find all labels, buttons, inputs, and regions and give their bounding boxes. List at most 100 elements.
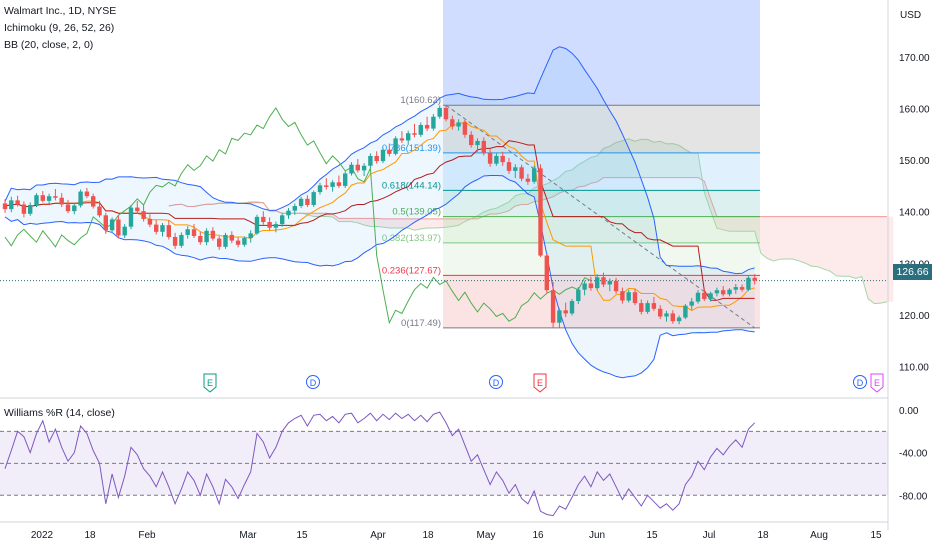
candle-body bbox=[47, 196, 51, 201]
candle-body bbox=[223, 235, 227, 247]
ichimoku-cloud-segment bbox=[774, 217, 780, 261]
current-price-label: 126.66 bbox=[893, 264, 932, 280]
candle-body bbox=[349, 165, 353, 174]
candle-body bbox=[753, 278, 757, 281]
candle-body bbox=[708, 293, 712, 299]
time-tick-label: Feb bbox=[138, 530, 156, 541]
candle-body bbox=[123, 227, 127, 236]
ichimoku-cloud-segment bbox=[843, 217, 849, 277]
chart-title: Walmart Inc., 1D, NYSE bbox=[4, 5, 116, 17]
candle-body bbox=[110, 219, 114, 230]
ichimoku-cloud-segment bbox=[761, 217, 767, 259]
candle-body bbox=[66, 204, 70, 211]
bollinger-legend[interactable]: BB (20, close, 2, 0) bbox=[4, 39, 93, 51]
candle-body bbox=[53, 196, 57, 198]
candle-body bbox=[582, 283, 586, 289]
candle-body bbox=[526, 179, 530, 182]
candle-body bbox=[148, 219, 152, 225]
ichimoku-legend[interactable]: Ichimoku (9, 26, 52, 26) bbox=[4, 22, 114, 34]
candle-body bbox=[658, 309, 662, 317]
candle-body bbox=[3, 203, 7, 209]
williams-tick-label: -40.00 bbox=[899, 449, 928, 460]
candle-body bbox=[179, 235, 183, 246]
candle-body bbox=[78, 192, 82, 206]
ichimoku-cloud-segment bbox=[830, 217, 836, 276]
candle-body bbox=[135, 208, 139, 212]
candle-body bbox=[412, 133, 416, 135]
candle-body bbox=[507, 162, 511, 171]
candle-body bbox=[72, 206, 76, 212]
price-tick-label: 160.00 bbox=[899, 104, 930, 115]
candle-body bbox=[595, 277, 599, 288]
event-marker-letter: E bbox=[874, 378, 880, 388]
ichimoku-cloud-segment bbox=[874, 217, 880, 304]
candle-body bbox=[513, 167, 517, 171]
candle-body bbox=[456, 122, 460, 126]
dividend-marker[interactable]: D bbox=[490, 376, 503, 389]
earnings-marker[interactable]: E bbox=[534, 374, 546, 392]
candle-body bbox=[576, 290, 580, 301]
ichimoku-cloud-segment bbox=[881, 217, 887, 304]
candle-body bbox=[740, 287, 744, 290]
time-tick-label: 18 bbox=[422, 530, 434, 541]
candle-body bbox=[532, 168, 536, 181]
candle-body bbox=[608, 281, 612, 285]
candle-body bbox=[431, 117, 435, 129]
earnings-marker[interactable]: E bbox=[204, 374, 216, 392]
candle-body bbox=[683, 306, 687, 318]
candle-body bbox=[664, 313, 668, 316]
time-tick-label: Aug bbox=[810, 530, 828, 541]
candle-body bbox=[406, 133, 410, 140]
dividend-marker[interactable]: D bbox=[307, 376, 320, 389]
event-marker-letter: D bbox=[310, 378, 317, 388]
candle-body bbox=[186, 229, 190, 235]
time-tick-label: 2022 bbox=[31, 530, 54, 541]
ichimoku-cloud-segment bbox=[811, 217, 817, 267]
ichimoku-cloud-segment bbox=[433, 219, 439, 228]
event-marker-letter: D bbox=[857, 378, 864, 388]
candle-body bbox=[267, 222, 271, 228]
earnings-marker[interactable]: E bbox=[871, 374, 883, 392]
candle-body bbox=[387, 150, 391, 154]
candle-body bbox=[551, 290, 555, 323]
candle-body bbox=[501, 156, 505, 162]
candle-body bbox=[469, 135, 473, 145]
candle-body bbox=[645, 303, 649, 312]
time-tick-label: Jun bbox=[589, 530, 605, 541]
candle-body bbox=[160, 225, 164, 232]
candle-body bbox=[22, 204, 26, 213]
time-tick-label: Jul bbox=[703, 530, 716, 541]
candle-body bbox=[444, 108, 448, 119]
candle-body bbox=[696, 293, 700, 302]
candle-body bbox=[368, 156, 372, 166]
ichimoku-cloud-segment bbox=[427, 219, 433, 228]
time-tick-label: 18 bbox=[757, 530, 769, 541]
candle-body bbox=[620, 291, 624, 300]
candle-body bbox=[633, 292, 637, 303]
candle-body bbox=[255, 217, 259, 234]
candle-body bbox=[198, 236, 202, 242]
time-tick-label: May bbox=[477, 530, 496, 541]
candle-body bbox=[167, 225, 171, 237]
time-tick-label: Apr bbox=[370, 530, 386, 541]
candle-body bbox=[305, 199, 309, 205]
ichimoku-cloud-segment bbox=[805, 217, 811, 266]
candle-body bbox=[690, 302, 694, 306]
ichimoku-cloud-segment bbox=[856, 217, 862, 279]
candle-body bbox=[463, 122, 467, 134]
candle-body bbox=[519, 167, 523, 178]
time-tick-label: 15 bbox=[870, 530, 882, 541]
candle-body bbox=[104, 215, 108, 230]
candle-body bbox=[639, 303, 643, 312]
candle-body bbox=[343, 173, 347, 185]
candle-body bbox=[261, 217, 265, 222]
ichimoku-cloud-segment bbox=[799, 217, 805, 264]
candle-body bbox=[627, 292, 631, 300]
williams-legend[interactable]: Williams %R (14, close) bbox=[4, 407, 115, 419]
price-tick-label: 140.00 bbox=[899, 208, 930, 219]
candle-body bbox=[721, 290, 725, 294]
candle-body bbox=[356, 165, 360, 171]
dividend-marker[interactable]: D bbox=[854, 376, 867, 389]
